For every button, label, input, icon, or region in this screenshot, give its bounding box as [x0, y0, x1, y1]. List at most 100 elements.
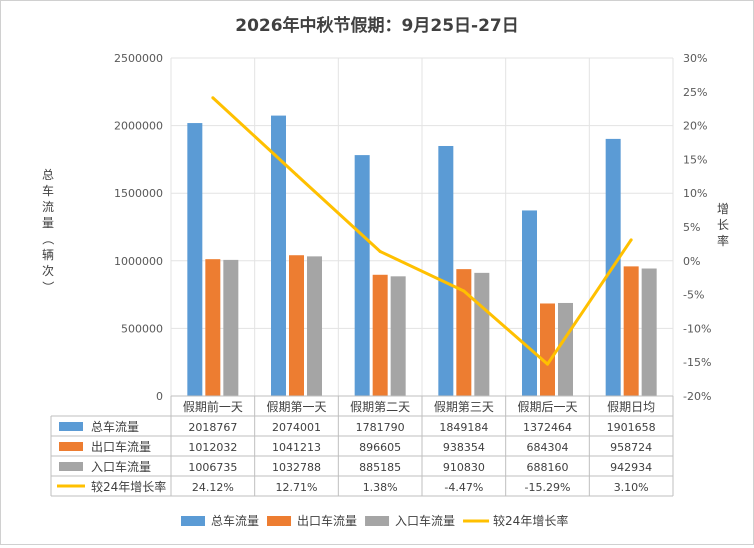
- legend-label: 总车流量: [211, 513, 259, 528]
- y2-tick-label: 30%: [683, 52, 707, 65]
- data-label: 2018767: [188, 421, 237, 434]
- data-label: 3.10%: [614, 481, 649, 494]
- bar: [223, 259, 239, 396]
- bar: [456, 269, 472, 396]
- y2-tick-label: 0%: [683, 255, 700, 268]
- x-tick-label: 假期前一天: [183, 399, 243, 414]
- line-point: [546, 362, 549, 366]
- x-tick-label: 假期第一天: [266, 400, 326, 414]
- data-label: 1781790: [356, 421, 405, 434]
- data-label: 1.38%: [363, 481, 398, 494]
- bar: [540, 303, 555, 396]
- y2-tick-label: -10%: [683, 322, 711, 335]
- table-series-name: 较24年增长率: [91, 479, 166, 494]
- data-label: 1372464: [523, 421, 572, 434]
- bar: [354, 155, 370, 396]
- data-label: 684304: [527, 441, 569, 454]
- y-tick-label: 1500000: [114, 187, 163, 200]
- bar: [205, 259, 221, 396]
- table-series-name: 入口车流量: [91, 459, 151, 474]
- data-label: 2074001: [272, 421, 321, 434]
- line-point: [211, 96, 215, 100]
- y2-tick-label: -20%: [683, 390, 711, 403]
- data-label: 24.12%: [192, 481, 234, 494]
- legend: 总车流量 出口车流量 入口车流量 较24年增长率: [181, 513, 568, 528]
- x-tick-label: 假期后一天: [517, 400, 577, 414]
- legend-label: 出口车流量: [297, 513, 357, 528]
- x-tick-label: 假期第二天: [350, 400, 410, 414]
- y2-axis-label-char: 率: [717, 233, 729, 248]
- data-label: 958724: [610, 441, 652, 454]
- grid-lines: [170, 57, 674, 397]
- line-point: [378, 249, 382, 253]
- legend-label: 入口车流量: [395, 513, 455, 528]
- y2-tick-label: -5%: [683, 289, 704, 302]
- y-axis-label-char: （: [41, 233, 55, 245]
- y-axis-label-char: 总: [42, 168, 54, 182]
- y2-tick-label: 5%: [683, 221, 700, 234]
- y2-tick-label: 10%: [683, 187, 707, 200]
- data-label: 688160: [527, 461, 569, 474]
- y-tick-label: 0: [156, 390, 163, 403]
- line-point: [295, 173, 298, 177]
- data-label: 942934: [610, 461, 652, 474]
- bar: [390, 276, 406, 396]
- y-tick-label: 1000000: [114, 255, 163, 268]
- y2-tick-label: -15%: [683, 356, 711, 369]
- y2-axis-label-char: 增: [717, 202, 729, 216]
- y-axis-label: 总车流量 （ 辆次 ）: [41, 168, 55, 293]
- y-axis-label-char: ）: [41, 281, 55, 293]
- data-label: -15.29%: [525, 481, 571, 494]
- y2-tick-label: 25%: [683, 86, 707, 99]
- table-legend-key: [59, 422, 83, 431]
- growth-line-path: [211, 96, 633, 366]
- data-label: 1012032: [188, 441, 237, 454]
- bar: [623, 266, 639, 396]
- data-label: 12.71%: [276, 481, 318, 494]
- y2-axis-label-char: 长: [717, 218, 729, 232]
- data-label: 910830: [443, 461, 485, 474]
- bar: [558, 302, 573, 396]
- bar: [289, 255, 304, 396]
- table-legend-key: [59, 462, 83, 471]
- chart-title: 2026年中秋节假期：9月25日-27日: [235, 15, 519, 36]
- data-label: 1032788: [272, 461, 321, 474]
- y-tick-label: 2000000: [114, 120, 163, 133]
- legend-label: 较24年增长率: [493, 513, 568, 528]
- bar: [641, 268, 657, 396]
- bar: [474, 272, 490, 396]
- y2-tick-label: 15%: [683, 153, 707, 166]
- y-axis-ticks: 0 500000 1000000 1500000 2000000 2500000: [114, 52, 163, 403]
- y-tick-label: 500000: [121, 322, 163, 335]
- x-tick-label: 假期日均: [607, 400, 655, 414]
- data-label: 1849184: [439, 421, 488, 434]
- y-axis-label-char: 辆: [42, 248, 54, 262]
- table-legend-key: [59, 442, 83, 451]
- data-label: 1006735: [188, 461, 237, 474]
- y2-axis-label: 增长率: [717, 202, 729, 248]
- bar: [438, 145, 454, 396]
- x-tick-label: 假期第三天: [434, 400, 494, 414]
- bar: [307, 256, 322, 396]
- y2-axis-ticks: -20% -15% -10% -5% 0% 5% 10% 15% 20% 25% 30%: [683, 52, 711, 403]
- data-label: 938354: [443, 441, 485, 454]
- data-label: 896605: [359, 441, 401, 454]
- line-point: [629, 238, 633, 242]
- table-series-name: 出口车流量: [91, 439, 151, 454]
- data-label: -4.47%: [444, 481, 483, 494]
- bars: [187, 115, 657, 397]
- y-axis-label-char: 流: [42, 200, 54, 214]
- y-axis-label-char: 量: [42, 216, 54, 230]
- table-series-name: 总车流量: [91, 419, 139, 434]
- bar: [522, 210, 537, 396]
- bar: [271, 115, 286, 396]
- y-tick-label: 2500000: [114, 52, 163, 65]
- y-axis-label-char: 次: [42, 264, 54, 278]
- y-axis-label-char: 车: [42, 183, 54, 198]
- bar: [187, 123, 203, 397]
- legend-key: [365, 516, 390, 526]
- growth-line: [211, 96, 633, 366]
- data-label: 885185: [359, 461, 401, 474]
